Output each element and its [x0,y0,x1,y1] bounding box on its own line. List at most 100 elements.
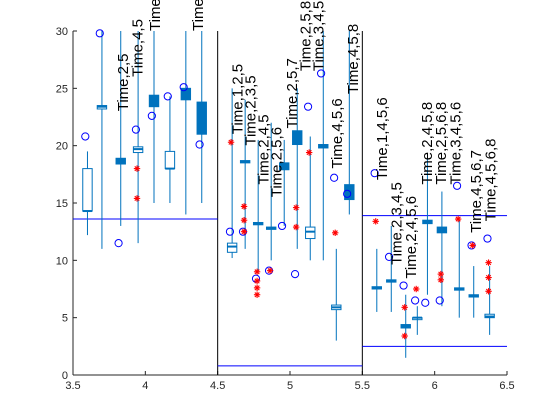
outlier-marker [133,195,141,202]
annotation-label: Time [190,0,207,31]
box-group [400,294,411,358]
mean-marker [343,189,352,198]
outlier-marker [240,217,248,224]
outlier-marker [292,204,300,211]
y-tick-label: 5 [62,313,68,325]
outlier-stroke [134,195,140,202]
box-group [454,220,465,318]
annotation-label: Time,2,5,8 [297,1,314,71]
annotation-label: Time,2,5,6,8 [433,102,450,185]
reference-lines [73,215,507,367]
annotation-label: Time,2,4,5,6 [403,196,420,279]
outlier-marker [305,149,313,156]
mean-marker [411,296,420,305]
box-outline [305,226,316,240]
x-tick-label: 6 [432,380,438,392]
outlier-marker [372,218,379,225]
mean-marker [290,269,300,279]
annotation-label: Time,4,5,6,7 [468,150,485,233]
mean-marker [114,239,123,248]
outlier-stroke [402,333,408,339]
outlier-marker [332,229,339,237]
outlier-stroke [332,230,338,236]
box-group [164,96,176,203]
outlier-marker [485,288,492,295]
mean-marker [452,181,462,190]
outlier-stroke [293,224,299,230]
annotation-label: Time,2,5,6 [268,127,285,197]
box-group [468,266,479,318]
mean-marker [147,111,156,120]
box-series [82,31,495,358]
box-group [279,139,290,226]
annotation-label: Time,2,4,5 [255,114,272,184]
box-group [96,31,108,249]
box-filled [180,87,192,101]
annotation-label: Time,4,5 [129,19,146,77]
mean-marker [317,69,326,78]
mean-marker [435,296,444,305]
outlier-marker [454,215,462,223]
outlier-marker [413,285,420,293]
mean-marker [277,221,287,231]
annotation-label: Time,3,4,5 [310,1,327,71]
markers [81,29,492,340]
outlier-stroke [293,204,299,211]
outlier-marker [485,259,492,266]
outlier-marker [133,165,141,172]
outlier-marker [469,242,476,249]
box-outline [82,168,93,212]
x-tick-label: 4.5 [210,380,225,392]
outlier-marker [240,203,248,210]
outlier-stroke [485,288,492,294]
outlier-stroke [470,242,476,249]
box-group [226,88,238,259]
y-tick-label: 30 [56,26,68,38]
outlier-stroke [485,274,492,281]
outlier-marker [253,277,261,285]
outlier-stroke [306,149,312,156]
box-outline [164,150,176,170]
outlier-marker [401,304,408,311]
box-group [436,191,448,307]
box-group [292,88,303,249]
mean-marker [131,125,141,134]
outlier-stroke [438,277,444,283]
outlier-stroke [228,139,234,145]
box-outline [226,242,238,253]
y-tick-label: 0 [62,370,68,382]
outlier-marker [266,267,274,274]
outlier-stroke [254,285,260,291]
outlier-marker [240,228,248,235]
y-tick-label: 15 [56,198,68,210]
x-tick-label: 6.5 [499,380,514,392]
mean-marker [163,92,172,101]
outlier-marker [437,276,445,284]
box-group [318,31,329,261]
annotation-label: Time [147,0,164,31]
outlier-stroke [413,286,419,292]
outlier-stroke [241,217,247,223]
outlier-marker [253,284,261,292]
outlier-stroke [373,218,379,224]
box-filled [148,94,160,108]
annotation-label: Time,2,4,5,8 [419,102,436,185]
annotation-label: Time,3,4,5,6 [448,102,465,185]
mean-marker [81,132,90,141]
outlier-stroke [438,271,444,277]
outlier-stroke [254,269,260,275]
box-group [252,139,264,272]
outlier-stroke [241,203,247,210]
annotation-label: Time,1,4,5,6 [374,97,391,180]
box-group [115,31,126,226]
box-group [422,157,433,295]
annotation-label: Time,4,5,6 [329,98,346,168]
outlier-stroke [267,268,273,274]
outlier-marker [485,274,492,281]
y-tick-label: 25 [56,83,68,95]
mean-marker [384,252,394,261]
mean-marker [95,29,104,38]
mean-marker [195,140,204,149]
mean-marker [483,234,492,243]
